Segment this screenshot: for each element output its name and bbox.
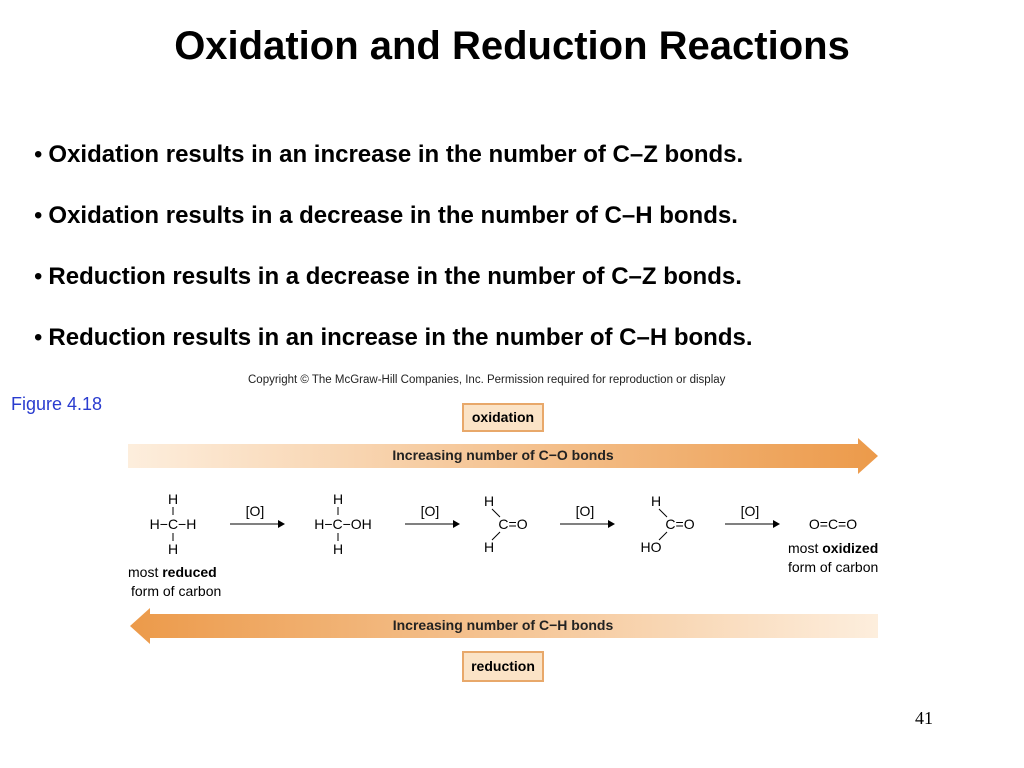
bottom-arrow-label: Increasing number of C−H bonds (393, 617, 614, 633)
bullet-item: • Reduction results in a decrease in the … (34, 262, 753, 292)
bullet-text: Oxidation results in an increase in the … (48, 141, 744, 168)
caption-bold: reduced (162, 564, 216, 580)
methanol-structure: H H−C−OH H (314, 491, 372, 557)
most-oxidized-caption-line2: form of carbon (788, 559, 878, 575)
atom-label: H (651, 493, 661, 509)
atom-label: C=O (665, 516, 694, 532)
bullet-dot: • (34, 141, 43, 168)
reagent-label: [O] (741, 503, 760, 519)
reduction-box: reduction (462, 651, 544, 682)
bond-line (491, 531, 501, 541)
bond-line (491, 508, 501, 518)
most-reduced-caption-line2: form of carbon (131, 583, 221, 599)
caption-prefix: most (788, 540, 822, 556)
carbon-dioxide-structure: O=C=O (809, 516, 857, 532)
bullet-dot: • (34, 324, 43, 351)
bullet-dot: • (34, 263, 43, 290)
atom-label: HO (641, 539, 662, 555)
atom-label: H (168, 491, 178, 507)
bond-line (658, 508, 668, 518)
bullet-list: • Oxidation results in an increase in the… (34, 140, 753, 384)
atom-label: H−C−OH (314, 516, 372, 532)
atom-label: C=O (498, 516, 527, 532)
top-arrow-label: Increasing number of C−O bonds (392, 447, 614, 463)
caption-bold: oxidized (822, 540, 878, 556)
figure-label: Figure 4.18 (11, 394, 103, 414)
bullet-item: • Reduction results in an increase in the… (34, 323, 753, 353)
atom-label: H (333, 491, 343, 507)
most-reduced-caption: most reduced (128, 564, 217, 580)
atom-label: H (484, 539, 494, 555)
reaction-arrow (725, 520, 780, 528)
reagent-label: [O] (246, 503, 265, 519)
reaction-arrow (405, 520, 460, 528)
atom-label: H−C−H (150, 516, 197, 532)
bullet-item: • Oxidation results in an increase in the… (34, 140, 753, 170)
bullet-dot: • (34, 202, 43, 229)
atom-label: H (484, 493, 494, 509)
bullet-text: Reduction results in an increase in the … (48, 324, 753, 351)
oxidation-arrow (128, 438, 878, 474)
bullet-text: Oxidation results in a decrease in the n… (48, 202, 738, 229)
reduction-arrow (130, 608, 878, 644)
page-number: 41 (915, 708, 933, 728)
copyright-notice: Copyright © The McGraw-Hill Companies, I… (248, 374, 726, 386)
oxidation-box: oxidation (462, 403, 544, 432)
atom-label: H (333, 541, 343, 557)
formaldehyde-structure: H C=O H (484, 493, 528, 555)
methane-structure: H H−C−H H (150, 491, 197, 557)
reaction-arrow (230, 520, 285, 528)
bullet-item: • Oxidation results in a decrease in the … (34, 201, 753, 231)
reagent-label: [O] (576, 503, 595, 519)
slide-title: Oxidation and Reduction Reactions (174, 24, 850, 68)
formic-acid-structure: H C=O HO (641, 493, 695, 555)
bond-line (658, 531, 668, 541)
most-oxidized-caption: most oxidized (788, 540, 878, 556)
reagent-label: [O] (421, 503, 440, 519)
caption-prefix: most (128, 564, 162, 580)
atom-label: H (168, 541, 178, 557)
reaction-arrow (560, 520, 615, 528)
bullet-text: Reduction results in a decrease in the n… (48, 263, 742, 290)
